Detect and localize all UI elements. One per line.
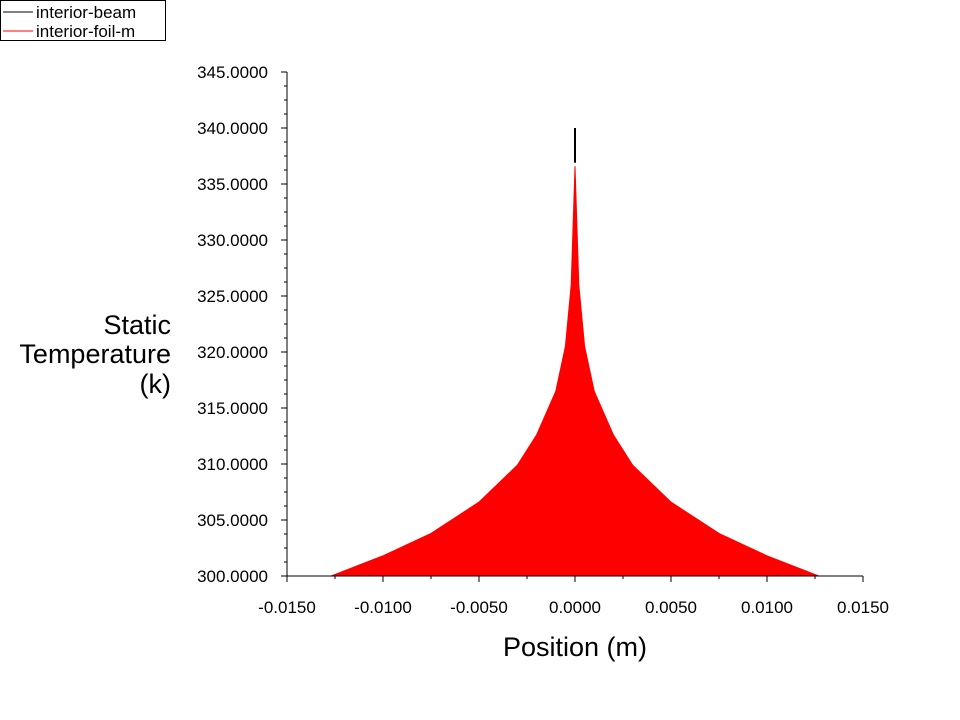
x-tick-label: -0.0100	[354, 598, 412, 617]
legend-label-foil: interior-foil-m	[36, 22, 135, 41]
y-tick-label: 345.0000	[197, 63, 268, 82]
y-tick-label: 305.0000	[197, 511, 268, 530]
y-tick-label: 335.0000	[197, 175, 268, 194]
x-axis-title: Position (m)	[503, 632, 647, 662]
x-tick-label: 0.0000	[549, 598, 601, 617]
y-axis-title-line-3: (k)	[140, 369, 171, 399]
y-tick-label: 320.0000	[197, 343, 268, 362]
y-tick-label: 315.0000	[197, 399, 268, 418]
x-tick-label: 0.0100	[741, 598, 793, 617]
series-area-foil	[331, 166, 819, 577]
x-tick-label: 0.0050	[645, 598, 697, 617]
x-tick-label: -0.0050	[450, 598, 508, 617]
axes-layer: 300.0000 305.0000 310.0000 315.0000 320.0000…	[197, 63, 889, 617]
x-tick-label: -0.0150	[258, 598, 316, 617]
legend-label-beam: interior-beam	[36, 3, 136, 22]
y-axis-title-line-2: Temperature	[19, 339, 171, 369]
y-tick-label: 310.0000	[197, 455, 268, 474]
legend-box	[0, 0, 166, 41]
y-tick-label: 300.0000	[197, 567, 268, 586]
y-axis-title-line-1: Static	[103, 310, 171, 340]
x-tick-label: 0.0150	[837, 598, 889, 617]
y-tick-label: 330.0000	[197, 231, 268, 250]
y-tick-label: 325.0000	[197, 287, 268, 306]
y-tick-label: 340.0000	[197, 119, 268, 138]
series-layer	[331, 128, 819, 577]
legend: interior-beam interior-foil-m	[0, 0, 166, 41]
